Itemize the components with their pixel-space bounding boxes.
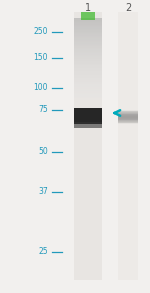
Bar xyxy=(74,80,102,82)
Bar xyxy=(74,48,102,49)
Bar xyxy=(118,113,138,114)
Bar xyxy=(74,84,102,86)
Bar xyxy=(74,62,102,63)
Bar xyxy=(74,21,102,22)
Bar xyxy=(118,120,138,121)
Bar xyxy=(74,64,102,65)
Bar xyxy=(118,12,138,280)
Text: 75: 75 xyxy=(38,105,48,115)
Bar xyxy=(118,122,138,123)
Bar xyxy=(74,90,102,91)
Bar xyxy=(118,123,138,124)
Bar xyxy=(74,42,102,44)
Bar xyxy=(81,12,95,20)
Bar xyxy=(118,110,138,111)
Bar xyxy=(74,57,102,59)
Bar xyxy=(118,116,138,117)
Bar xyxy=(74,74,102,75)
Bar xyxy=(74,59,102,60)
Bar xyxy=(118,111,138,112)
Bar xyxy=(74,72,102,74)
Bar xyxy=(74,94,102,95)
Bar xyxy=(74,60,102,62)
Bar xyxy=(74,91,102,93)
Bar xyxy=(74,44,102,45)
Bar xyxy=(74,36,102,37)
Bar xyxy=(74,75,102,76)
Bar xyxy=(74,47,102,48)
Bar xyxy=(74,86,102,87)
Bar xyxy=(74,12,102,280)
Bar xyxy=(74,78,102,79)
Bar xyxy=(74,52,102,53)
Bar xyxy=(74,40,102,41)
Bar xyxy=(74,108,102,124)
Bar xyxy=(74,26,102,28)
Bar xyxy=(74,25,102,26)
Text: 250: 250 xyxy=(33,28,48,37)
Bar xyxy=(118,112,138,113)
Bar xyxy=(118,115,138,116)
Bar xyxy=(118,114,138,115)
Bar xyxy=(74,29,102,30)
Bar xyxy=(118,121,138,122)
Bar xyxy=(74,50,102,52)
Bar xyxy=(74,68,102,69)
Bar xyxy=(74,49,102,50)
Bar xyxy=(74,45,102,47)
Bar xyxy=(74,54,102,56)
Text: 100: 100 xyxy=(33,84,48,93)
Bar xyxy=(74,22,102,23)
Bar xyxy=(74,63,102,64)
Bar xyxy=(74,69,102,71)
Bar xyxy=(74,34,102,36)
Bar xyxy=(118,119,138,120)
Bar xyxy=(74,56,102,57)
Bar xyxy=(74,30,102,32)
Bar xyxy=(118,118,138,119)
Text: 25: 25 xyxy=(38,248,48,256)
Bar xyxy=(74,93,102,94)
Bar xyxy=(74,32,102,33)
Bar xyxy=(74,18,102,19)
Bar xyxy=(74,37,102,38)
Bar xyxy=(74,53,102,54)
Text: 37: 37 xyxy=(38,188,48,197)
Text: 150: 150 xyxy=(33,54,48,62)
Bar xyxy=(74,38,102,40)
Bar xyxy=(74,95,102,97)
Bar xyxy=(74,82,102,83)
Bar xyxy=(74,19,102,21)
Bar xyxy=(74,33,102,34)
Bar xyxy=(74,87,102,88)
Bar xyxy=(118,117,138,118)
Bar xyxy=(74,23,102,25)
Bar xyxy=(74,88,102,90)
Bar xyxy=(74,28,102,29)
Text: 2: 2 xyxy=(125,3,131,13)
Bar xyxy=(74,71,102,72)
Bar xyxy=(74,67,102,68)
Bar xyxy=(74,41,102,42)
Bar xyxy=(74,65,102,67)
Bar xyxy=(74,97,102,98)
Text: 1: 1 xyxy=(85,3,91,13)
Bar xyxy=(74,79,102,80)
Text: 50: 50 xyxy=(38,147,48,156)
Bar xyxy=(74,122,102,128)
Bar xyxy=(74,76,102,78)
Bar xyxy=(74,83,102,84)
